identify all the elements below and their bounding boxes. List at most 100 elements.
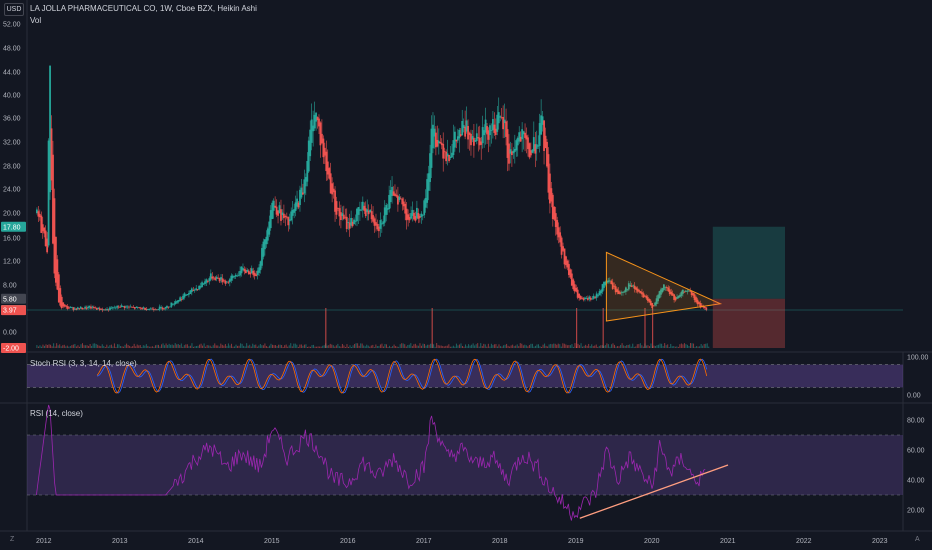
candle-body <box>288 219 291 222</box>
candle-body <box>233 276 236 278</box>
volume-bar <box>407 344 409 348</box>
candle-body <box>395 194 398 197</box>
candle-body <box>515 140 518 151</box>
candle-body <box>398 196 401 201</box>
volume-bar <box>56 343 58 348</box>
volume-bar <box>313 344 315 348</box>
volume-bar <box>413 344 415 348</box>
volume-bar <box>238 345 240 348</box>
volume-bar <box>123 346 125 348</box>
candle-body <box>198 285 201 290</box>
candle-body <box>79 306 82 309</box>
volume-bar <box>326 345 328 348</box>
volume-bar <box>259 343 261 348</box>
candle-body <box>147 309 149 310</box>
candle-body <box>334 190 336 212</box>
candle-body <box>404 203 407 214</box>
volume-bar <box>547 346 549 348</box>
auto-scale-icon[interactable]: A <box>915 536 920 543</box>
volume-bar <box>691 343 693 348</box>
volume-bar <box>92 343 94 348</box>
volume-bar <box>571 344 573 348</box>
volume-bar <box>525 345 527 348</box>
volume-bar <box>553 343 555 348</box>
candle-body <box>442 143 445 159</box>
volume-bar <box>516 344 518 348</box>
volume-bar <box>243 345 245 348</box>
volume-bar <box>151 346 153 348</box>
volume-bar <box>130 346 132 348</box>
candle-body <box>94 307 97 309</box>
time-tick-label: 2019 <box>568 538 584 545</box>
volume-bar <box>132 346 134 348</box>
volume-bar <box>205 346 207 348</box>
volume-bar <box>54 346 56 348</box>
price-badge-label: -2.00 <box>3 346 19 353</box>
candle-body <box>512 150 515 154</box>
volume-bar <box>653 345 655 348</box>
candle-body <box>310 119 313 143</box>
price-tick-label: 48.00 <box>3 46 21 53</box>
volume-bar <box>583 345 585 348</box>
candle-body <box>699 302 702 308</box>
candle-body <box>566 260 569 268</box>
volume-bar <box>360 343 362 348</box>
volume-bar <box>329 343 331 348</box>
volume-bar <box>375 344 377 348</box>
volume-bar <box>167 345 169 348</box>
volume-bar <box>522 345 524 348</box>
volume-bar <box>534 345 536 348</box>
volume-bar <box>276 346 278 348</box>
candle-body <box>170 302 173 307</box>
volume-bar <box>446 345 448 348</box>
candle-body <box>458 129 461 139</box>
candle-body <box>689 290 692 292</box>
volume-bar <box>615 346 617 348</box>
timezone-icon[interactable]: Z <box>10 536 15 543</box>
candle-body <box>560 237 563 255</box>
volume-bar <box>507 345 509 348</box>
candle-body <box>98 308 101 311</box>
candle-body <box>382 221 385 224</box>
volume-bar <box>533 346 535 348</box>
price-tick-label: 24.00 <box>3 187 21 194</box>
candle-body <box>521 129 524 140</box>
volume-bar <box>279 344 281 348</box>
volume-bar <box>200 343 202 348</box>
volume-bar <box>486 346 488 348</box>
volume-bar <box>278 344 280 348</box>
volume-bar <box>37 346 39 348</box>
candle-body <box>100 309 103 310</box>
volume-bar <box>472 343 474 348</box>
volume-bar <box>229 345 231 348</box>
volume-bar <box>589 346 591 348</box>
candle-body <box>651 303 654 309</box>
candle-body <box>478 137 481 146</box>
volume-bar <box>384 344 386 348</box>
volume-bar <box>209 345 211 348</box>
candle-body <box>196 289 199 290</box>
candle-body <box>90 306 92 309</box>
candle-body <box>297 202 300 208</box>
volume-bar <box>395 345 397 348</box>
candle-body <box>237 275 240 277</box>
volume-bar <box>180 343 182 348</box>
volume-bar <box>389 345 391 348</box>
candle-body <box>380 223 383 225</box>
candle-body <box>315 112 317 122</box>
candle-body <box>435 132 437 148</box>
volume-bar <box>182 346 184 348</box>
volume-bar <box>402 343 404 348</box>
volume-bar <box>192 346 194 348</box>
volume-bar <box>170 344 172 348</box>
candle-body <box>671 293 674 296</box>
currency-label[interactable]: USD <box>4 3 24 16</box>
candle-body <box>644 295 646 297</box>
volume-bar <box>147 345 149 348</box>
volume-bar <box>481 345 483 348</box>
volume-bar <box>158 344 159 348</box>
volume-bar <box>168 343 170 348</box>
volume-bar <box>471 344 473 348</box>
candle-body <box>420 213 423 217</box>
